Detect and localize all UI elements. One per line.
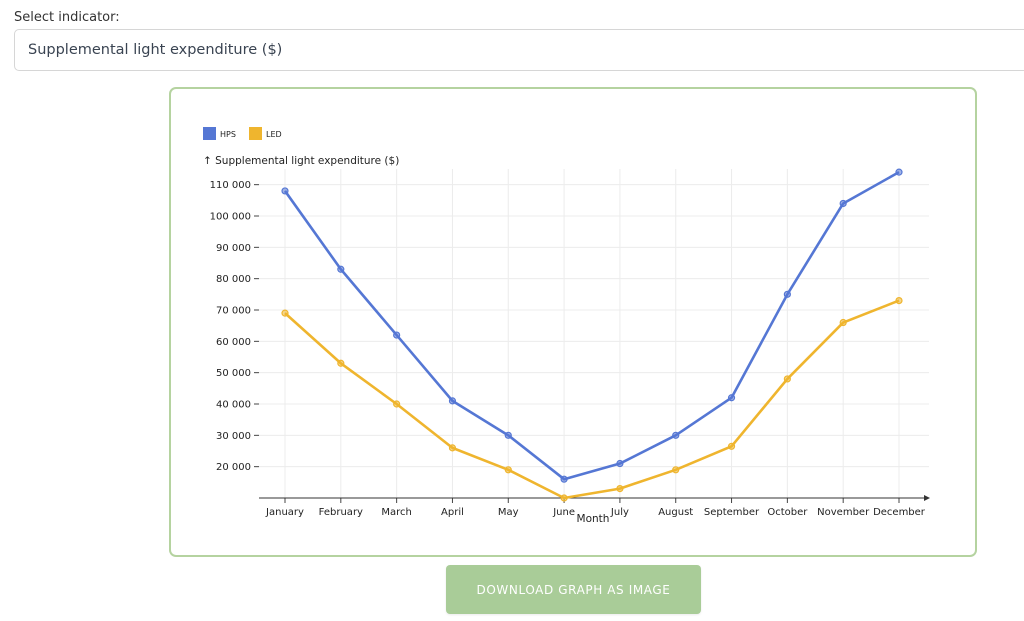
data-point-led[interactable] (448, 444, 457, 452)
y-tick-label: 100 000 (210, 212, 251, 223)
data-point-hps[interactable] (727, 394, 736, 402)
x-tick-label: May (498, 507, 519, 518)
data-point-led[interactable] (727, 442, 736, 450)
data-point-led[interactable] (281, 309, 289, 317)
y-tick-label: 20 000 (216, 462, 251, 473)
x-tick-label: September (704, 507, 760, 518)
data-point-hps[interactable] (560, 475, 568, 483)
x-tick-label: August (658, 507, 693, 518)
data-point-led[interactable] (783, 375, 791, 383)
data-point-led[interactable] (504, 466, 512, 474)
data-point-led[interactable] (895, 297, 903, 305)
series-layer (281, 168, 903, 502)
x-tick-label: July (610, 507, 629, 518)
y-tick-label: 80 000 (216, 274, 251, 285)
download-graph-button[interactable]: DOWNLOAD GRAPH AS IMAGE (446, 565, 701, 614)
indicator-select-value: Supplemental light expenditure ($) (28, 42, 283, 58)
x-tick-label: June (552, 507, 575, 518)
data-point-led[interactable] (616, 485, 624, 493)
axes: 20 000 30 000 40 000 50 000 60 000 70 000 80 0… (210, 180, 930, 518)
data-point-hps[interactable] (281, 187, 289, 195)
data-point-led[interactable] (393, 400, 401, 408)
x-axis-title: Month (577, 513, 610, 525)
indicator-label: Select indicator: (14, 10, 120, 25)
indicator-select[interactable]: Supplemental light expenditure ($) (14, 29, 1024, 71)
data-point-hps[interactable] (337, 265, 345, 273)
x-axis-arrow (924, 495, 930, 501)
series-line-led (284, 299, 900, 500)
data-point-led[interactable] (560, 494, 568, 502)
legend-swatch-led[interactable] (249, 127, 262, 140)
data-point-hps[interactable] (839, 199, 847, 208)
data-point-hps[interactable] (616, 459, 624, 468)
line-chart: 20 000 30 000 40 000 50 000 60 000 70 000 80 0… (203, 127, 930, 525)
x-tick-label: November (817, 507, 870, 518)
data-point-hps[interactable] (672, 431, 680, 439)
data-point-hps[interactable] (504, 431, 512, 439)
y-tick-label: 90 000 (216, 243, 251, 254)
data-point-led[interactable] (839, 318, 847, 327)
x-tick-label: December (873, 507, 926, 518)
y-tick-label: 40 000 (216, 400, 251, 411)
x-tick-label: October (767, 507, 808, 518)
grid (259, 169, 929, 498)
y-axis-title: ↑ Supplemental light expenditure ($) (203, 155, 399, 167)
series-line-hps (283, 170, 900, 481)
legend[interactable]: HPS LED (203, 127, 282, 140)
data-point-hps[interactable] (393, 331, 401, 339)
y-tick-label: 50 000 (216, 368, 251, 379)
y-tick-label: 30 000 (216, 431, 251, 442)
data-point-hps[interactable] (895, 168, 903, 176)
x-tick-label: March (381, 507, 411, 518)
legend-label-hps[interactable]: HPS (220, 130, 236, 139)
data-point-hps[interactable] (783, 290, 791, 298)
x-tick-label: April (441, 507, 464, 518)
legend-label-led[interactable]: LED (266, 130, 282, 139)
chart-card: 20 000 30 000 40 000 50 000 60 000 70 000 80 0… (169, 87, 977, 557)
y-tick-label: 110 000 (210, 180, 251, 191)
data-point-hps[interactable] (448, 397, 457, 405)
data-point-led[interactable] (672, 466, 680, 474)
x-tick-label: February (319, 507, 363, 518)
y-tick-label: 60 000 (216, 337, 251, 348)
legend-swatch-hps[interactable] (203, 127, 216, 140)
y-tick-label: 70 000 (216, 306, 251, 317)
data-point-led[interactable] (337, 359, 345, 367)
x-tick-label: January (265, 507, 304, 518)
